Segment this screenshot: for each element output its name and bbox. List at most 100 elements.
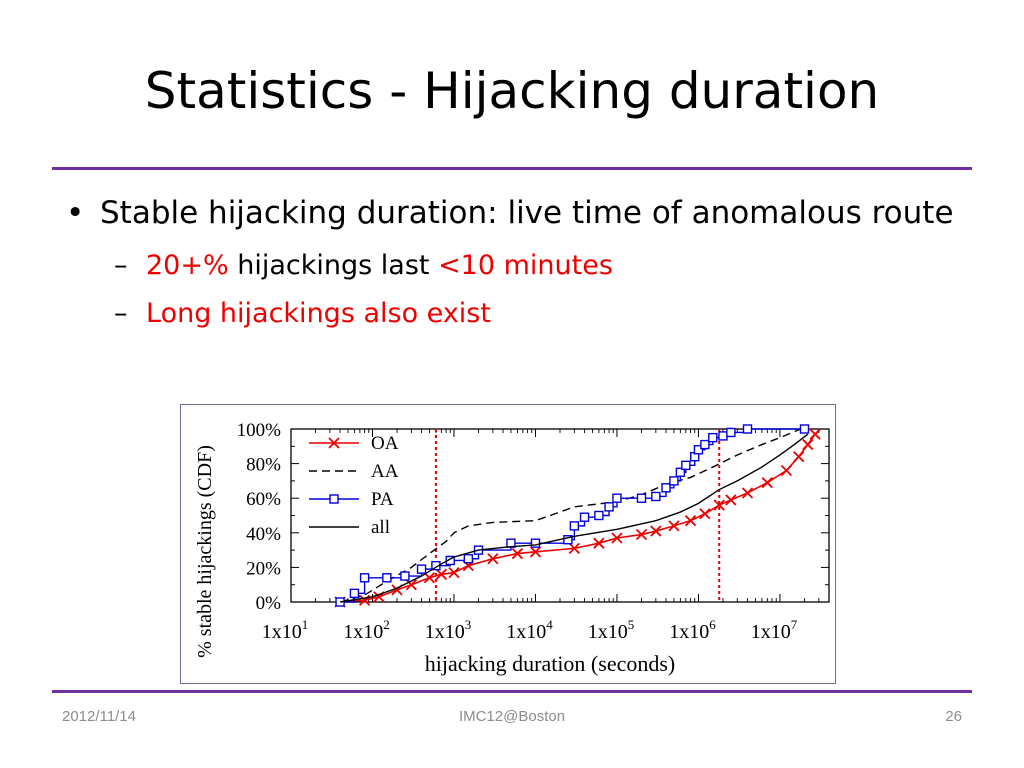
point-pa xyxy=(681,460,691,471)
point-pa xyxy=(431,560,441,571)
sub-bullet-item: – 20+% hijackings last <10 minutes xyxy=(58,242,958,290)
point-pa xyxy=(693,445,704,455)
bullet-text: Stable hijacking duration: live time of … xyxy=(100,195,954,231)
x-tick-exponent: 2 xyxy=(383,617,390,632)
dash-icon: – xyxy=(114,250,128,281)
point-pa xyxy=(382,573,392,583)
point-oa xyxy=(809,428,821,440)
bullet-item: • Stable hijacking duration: live time o… xyxy=(58,190,958,236)
point-oa xyxy=(668,520,680,532)
sub-bullet-percent: 20+% xyxy=(146,250,229,281)
point-oa xyxy=(568,542,580,555)
sub-bullet-text: Long hijackings also exist xyxy=(146,298,491,329)
point-oa xyxy=(725,494,737,506)
point-pa xyxy=(349,588,360,599)
point-oa xyxy=(487,553,499,565)
x-tick-label: 1x105 xyxy=(588,617,635,643)
point-pa xyxy=(799,424,810,434)
legend-label-pa: PA xyxy=(371,489,394,510)
x-tick-label: 1x102 xyxy=(343,617,390,643)
footer-date: 2012/11/14 xyxy=(62,708,136,725)
point-oa xyxy=(793,451,805,463)
point-pa xyxy=(569,521,580,531)
point-oa xyxy=(741,487,754,499)
slide-title: Statistics - Hijacking duration xyxy=(144,62,880,120)
point-pa xyxy=(726,427,736,438)
legend-marker-oa xyxy=(328,437,340,449)
chart-svg: 0% 20% 40% 60% 80% 100% 1x101 1x102 1x103 1x104 1x… xyxy=(194,420,830,676)
point-pa xyxy=(700,439,710,450)
point-oa xyxy=(435,568,447,580)
title-divider xyxy=(52,167,972,170)
point-oa xyxy=(423,572,436,584)
point-pa xyxy=(669,476,679,486)
x-tick-exponent: 7 xyxy=(791,617,798,632)
point-oa xyxy=(802,438,814,451)
point-pa xyxy=(675,467,686,477)
point-oa xyxy=(699,508,711,520)
series-line-pa xyxy=(340,428,805,603)
point-oa xyxy=(713,499,725,511)
y-tick-label: 80% xyxy=(246,455,281,476)
sub-bullet-mid: hijackings last xyxy=(228,250,439,281)
legend-label-all: all xyxy=(371,517,390,538)
point-oa xyxy=(761,476,773,489)
footer-page-number: 26 xyxy=(945,708,962,725)
series-line-all xyxy=(339,433,809,603)
footer-venue: IMC12@Boston xyxy=(458,708,566,725)
x-tick-exponent: 3 xyxy=(465,617,472,632)
x-tick-exponent: 4 xyxy=(546,617,553,632)
point-pa xyxy=(594,510,604,521)
point-pa xyxy=(359,573,370,583)
point-oa xyxy=(405,579,418,591)
x-tick-exponent: 1 xyxy=(302,617,309,632)
point-pa xyxy=(612,493,622,503)
legend-label-aa: AA xyxy=(371,461,399,482)
legend-marker-pa xyxy=(329,494,339,504)
point-pa xyxy=(708,432,718,443)
point-oa xyxy=(635,528,648,541)
point-pa xyxy=(579,512,590,522)
x-tick-label: 1x104 xyxy=(506,617,553,643)
x-tick-label: 1x106 xyxy=(669,617,716,643)
plot-area-frame xyxy=(290,428,830,603)
sub-bullet-duration: <10 minutes xyxy=(438,250,613,281)
point-pa xyxy=(742,424,753,434)
y-tick-label: 0% xyxy=(256,593,282,614)
point-pa xyxy=(661,483,671,493)
x-axis-label: hijacking duration (seconds) xyxy=(425,651,676,676)
footer-divider xyxy=(52,690,972,693)
point-oa xyxy=(650,525,662,537)
point-pa xyxy=(400,571,410,581)
point-oa xyxy=(529,546,542,558)
bullet-list: • Stable hijacking duration: live time o… xyxy=(58,190,958,338)
y-axis-label: % stable hijackings (CDF) xyxy=(194,445,216,658)
x-tick-label: 1x101 xyxy=(262,617,309,643)
cdf-chart: 0% 20% 40% 60% 80% 100% 1x101 1x102 1x103 1x104 1x… xyxy=(180,404,836,684)
x-tick-label: 1x103 xyxy=(425,617,472,643)
sub-bullet-item: – Long hijackings also exist xyxy=(58,290,958,338)
point-pa xyxy=(718,431,728,441)
point-pa xyxy=(651,491,661,502)
x-tick-exponent: 5 xyxy=(628,617,635,632)
point-oa xyxy=(593,537,605,549)
point-pa xyxy=(604,502,614,512)
point-pa xyxy=(636,493,647,503)
series-line-aa xyxy=(339,428,802,603)
x-tick-label: 1x107 xyxy=(751,617,798,643)
point-pa xyxy=(416,564,427,574)
dash-icon: – xyxy=(114,298,128,329)
x-tick-exponent: 6 xyxy=(709,617,716,632)
y-tick-label: 20% xyxy=(246,558,281,579)
y-tick-label: 60% xyxy=(246,489,281,510)
point-oa xyxy=(448,566,460,579)
point-pa xyxy=(463,554,474,564)
bullet-dot-icon: • xyxy=(66,195,85,231)
point-oa xyxy=(611,532,623,544)
y-tick-label: 100% xyxy=(237,420,282,441)
point-pa xyxy=(530,538,541,548)
point-oa xyxy=(780,464,793,477)
point-pa xyxy=(563,535,573,545)
legend-label-oa: OA xyxy=(371,433,399,454)
y-tick-label: 40% xyxy=(246,524,281,545)
